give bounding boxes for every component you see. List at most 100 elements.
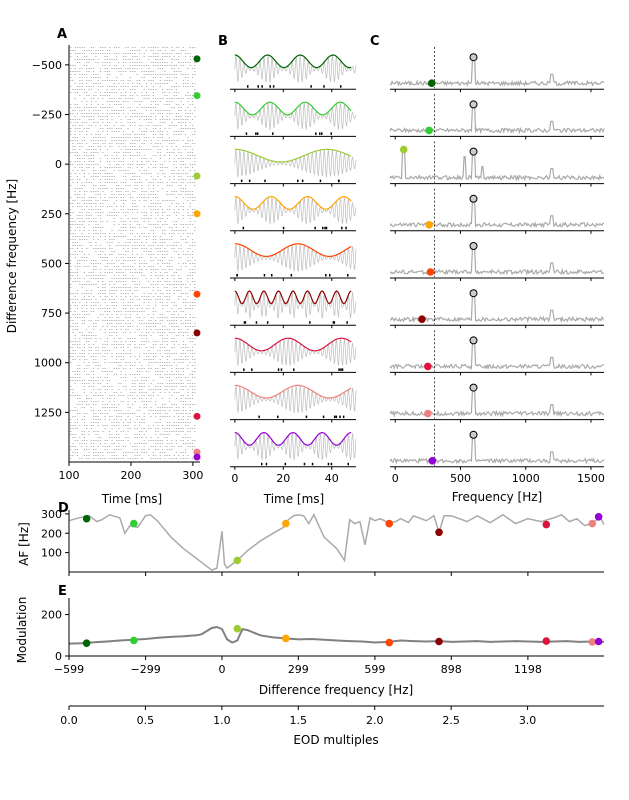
spike: [134, 422, 136, 423]
spike: [102, 413, 104, 414]
spike: [97, 383, 99, 384]
spike: [162, 56, 164, 57]
spike: [157, 59, 159, 60]
spike: [122, 203, 125, 204]
spike: [106, 386, 108, 387]
spike: [187, 296, 189, 297]
spike: [106, 176, 108, 177]
panel-b-spike: [293, 368, 295, 371]
spike: [157, 263, 159, 264]
spike: [187, 308, 189, 309]
spike: [76, 323, 79, 324]
spike: [143, 311, 145, 312]
spike: [182, 383, 184, 384]
spike: [171, 89, 173, 90]
spike: [157, 149, 159, 150]
spike: [155, 326, 157, 327]
spike: [102, 119, 104, 120]
spike: [150, 113, 152, 114]
spike: [185, 299, 187, 300]
spike: [173, 359, 175, 360]
spike: [97, 437, 99, 438]
spike: [180, 458, 182, 459]
spike: [102, 401, 104, 402]
spike: [83, 278, 85, 279]
spike: [129, 221, 131, 222]
spike: [83, 386, 85, 387]
spike: [106, 134, 108, 135]
spike: [70, 410, 72, 411]
spike: [150, 362, 152, 363]
spike: [134, 71, 136, 72]
spike: [166, 365, 168, 366]
spike: [102, 95, 104, 96]
panel-b-spike: [337, 179, 340, 183]
spike: [157, 437, 159, 438]
spike: [191, 212, 194, 213]
spike: [175, 287, 177, 288]
spike: [143, 200, 145, 201]
spike: [129, 116, 131, 117]
spike: [83, 140, 85, 141]
spike: [182, 404, 184, 405]
spike: [168, 386, 171, 387]
spike: [185, 95, 187, 96]
spike: [178, 317, 180, 318]
spike: [187, 377, 189, 378]
spike: [122, 113, 125, 114]
spike: [191, 194, 194, 195]
spike: [189, 353, 191, 354]
spike: [180, 332, 182, 333]
spike: [116, 437, 118, 438]
spike: [168, 266, 171, 267]
spike: [113, 392, 115, 393]
spike: [148, 254, 150, 255]
spike: [99, 254, 102, 255]
spike: [136, 233, 138, 234]
spike: [187, 359, 189, 360]
spike: [113, 347, 115, 348]
panel-b-spike: [297, 179, 299, 183]
spike: [125, 341, 127, 342]
spike: [79, 458, 81, 459]
spike: [81, 113, 83, 114]
spike: [134, 455, 136, 456]
spike: [173, 191, 175, 192]
spike: [83, 59, 85, 60]
spike: [189, 194, 191, 195]
spike: [86, 104, 88, 105]
spike: [171, 182, 173, 183]
spike: [145, 407, 148, 408]
spike: [175, 53, 177, 54]
spike: [185, 302, 187, 303]
spike: [122, 455, 125, 456]
spike: [162, 299, 164, 300]
spike: [175, 425, 177, 426]
spike: [127, 212, 129, 213]
spike: [109, 380, 111, 381]
spike: [99, 197, 102, 198]
spike: [139, 455, 141, 456]
spike: [106, 266, 108, 267]
spike: [118, 320, 120, 321]
spike: [173, 170, 175, 171]
spike: [143, 392, 145, 393]
panel-b-envelope: [234, 290, 352, 305]
spike: [139, 155, 141, 156]
spike: [178, 53, 180, 54]
spike: [116, 212, 118, 213]
spike: [171, 227, 173, 228]
spike: [166, 149, 168, 150]
spike: [187, 107, 189, 108]
spike: [162, 245, 164, 246]
spike: [116, 164, 118, 165]
spike: [74, 350, 76, 351]
spike: [145, 380, 148, 381]
spike: [129, 98, 131, 99]
spike: [159, 110, 161, 111]
spike: [164, 341, 166, 342]
spike: [180, 167, 182, 168]
spike: [120, 290, 122, 291]
spike: [122, 212, 125, 213]
spike: [178, 374, 180, 375]
